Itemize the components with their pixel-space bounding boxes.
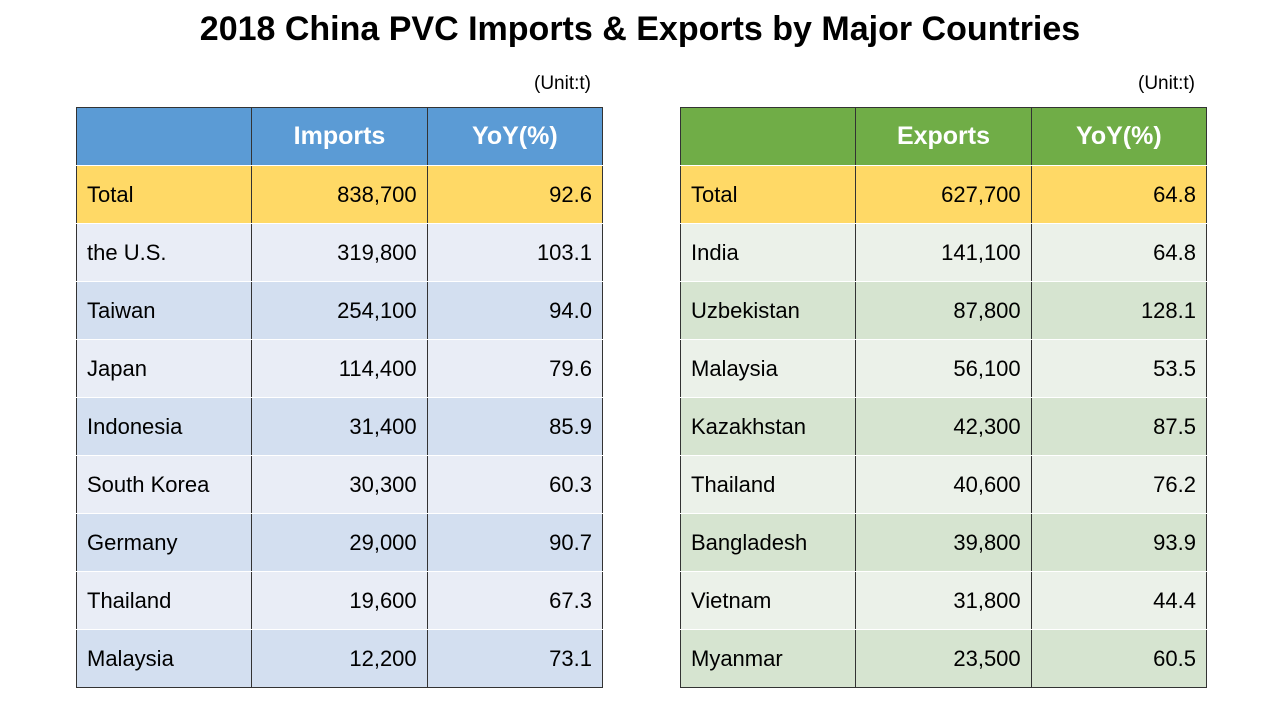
- row-label: Taiwan: [75, 281, 253, 340]
- cell: 627,700: [855, 165, 1032, 224]
- row-label: Uzbekistan: [679, 281, 857, 340]
- row-label: Germany: [75, 513, 253, 572]
- cell: 40,600: [855, 455, 1032, 514]
- cell: 64.8: [1030, 165, 1208, 224]
- row-label: Bangladesh: [679, 513, 857, 572]
- cell: 319,800: [251, 223, 428, 282]
- table-row: Thailand 19,600 67.3: [75, 571, 604, 630]
- header-cell: [679, 107, 857, 166]
- cell: 42,300: [855, 397, 1032, 456]
- cell: 838,700: [251, 165, 428, 224]
- row-label: Vietnam: [679, 571, 857, 630]
- row-label: Thailand: [679, 455, 857, 514]
- table-row: Bangladesh 39,800 93.9: [679, 513, 1208, 572]
- cell: 93.9: [1030, 513, 1208, 572]
- table-row: Uzbekistan 87,800 128.1: [679, 281, 1208, 340]
- cell: 141,100: [855, 223, 1032, 282]
- cell: 39,800: [855, 513, 1032, 572]
- header-cell: Exports: [855, 107, 1032, 166]
- table-row: the U.S. 319,800 103.1: [75, 223, 604, 282]
- table-row: Thailand 40,600 76.2: [679, 455, 1208, 514]
- unit-label: (Unit:t): [1138, 73, 1195, 94]
- table-row: Kazakhstan 42,300 87.5: [679, 397, 1208, 456]
- table-row: Taiwan 254,100 94.0: [75, 281, 604, 340]
- cell: 31,400: [251, 397, 428, 456]
- row-label: Japan: [75, 339, 253, 398]
- header-row: Exports YoY(%): [679, 107, 1208, 166]
- header-cell: [75, 107, 253, 166]
- cell: 254,100: [251, 281, 428, 340]
- cell: 60.5: [1030, 629, 1208, 688]
- cell: 114,400: [251, 339, 428, 398]
- table-row: Japan 114,400 79.6: [75, 339, 604, 398]
- data-table: Exports YoY(%) Total 627,700 64.8 India 141,10…: [679, 107, 1208, 688]
- cell: 76.2: [1030, 455, 1208, 514]
- row-label: Total: [679, 165, 857, 224]
- cell: 44.4: [1030, 571, 1208, 630]
- cell: 92.6: [426, 165, 604, 224]
- table-row: Malaysia 12,200 73.1: [75, 629, 604, 688]
- cell: 64.8: [1030, 223, 1208, 282]
- cell: 94.0: [426, 281, 604, 340]
- cell: 85.9: [426, 397, 604, 456]
- row-label: Kazakhstan: [679, 397, 857, 456]
- cell: 23,500: [855, 629, 1032, 688]
- table-row: South Korea 30,300 60.3: [75, 455, 604, 514]
- cell: 31,800: [855, 571, 1032, 630]
- row-label: Malaysia: [679, 339, 857, 398]
- cell: 87,800: [855, 281, 1032, 340]
- header-cell: Imports: [251, 107, 428, 166]
- row-label: South Korea: [75, 455, 253, 514]
- cell: 79.6: [426, 339, 604, 398]
- cell: 67.3: [426, 571, 604, 630]
- cell: 60.3: [426, 455, 604, 514]
- row-label: the U.S.: [75, 223, 253, 282]
- cell: 73.1: [426, 629, 604, 688]
- table-row: Germany 29,000 90.7: [75, 513, 604, 572]
- cell: 12,200: [251, 629, 428, 688]
- row-label: India: [679, 223, 857, 282]
- table-row: Myanmar 23,500 60.5: [679, 629, 1208, 688]
- cell: 56,100: [855, 339, 1032, 398]
- row-label: Malaysia: [75, 629, 253, 688]
- table-row: Vietnam 31,800 44.4: [679, 571, 1208, 630]
- cell: 29,000: [251, 513, 428, 572]
- table-row: Total 838,700 92.6: [75, 165, 604, 224]
- row-label: Total: [75, 165, 253, 224]
- row-label: Myanmar: [679, 629, 857, 688]
- cell: 90.7: [426, 513, 604, 572]
- cell: 87.5: [1030, 397, 1208, 456]
- cell: 128.1: [1030, 281, 1208, 340]
- cell: 103.1: [426, 223, 604, 282]
- unit-label: (Unit:t): [534, 73, 591, 94]
- table-row: Indonesia 31,400 85.9: [75, 397, 604, 456]
- table-row: Malaysia 56,100 53.5: [679, 339, 1208, 398]
- row-label: Thailand: [75, 571, 253, 630]
- cell: 19,600: [251, 571, 428, 630]
- row-label: Indonesia: [75, 397, 253, 456]
- cell: 30,300: [251, 455, 428, 514]
- title: 2018 China PVC Imports & Exports by Majo…: [199, 10, 1081, 48]
- header-cell: YoY(%): [1030, 107, 1208, 166]
- cell: 53.5: [1030, 339, 1208, 398]
- header-cell: YoY(%): [426, 107, 604, 166]
- header-row: Imports YoY(%): [75, 107, 604, 166]
- table-row: India 141,100 64.8: [679, 223, 1208, 282]
- table-row: Total 627,700 64.8: [679, 165, 1208, 224]
- data-table: Imports YoY(%) Total 838,700 92.6 the U.S. 319…: [75, 107, 604, 688]
